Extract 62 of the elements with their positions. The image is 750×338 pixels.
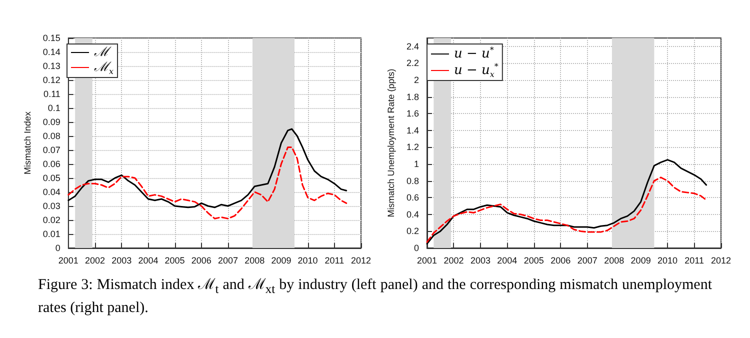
x-tick-label: 2001 — [416, 256, 438, 266]
text: Figure 3: Mismatch index ℳ$_{t}$ and ℳ$_{xt}$ by industry (left panel) and the corresponding mismatch unemployment rates (right panel). — [38, 277, 712, 316]
line-series — [68, 128, 348, 208]
y-tick-label: 0.12 — [42, 75, 60, 85]
x-tick-label: 2005 — [524, 256, 544, 266]
y-tick-label: 0.09 — [42, 117, 60, 127]
y-tick-label: 0.04 — [42, 187, 60, 197]
legend-label: ℳ — [94, 45, 112, 60]
y-tick-label: 0.2 — [406, 226, 419, 236]
x-tick-label: 2003 — [470, 256, 490, 266]
x-tick-label: 2004 — [138, 256, 158, 266]
line-series — [426, 176, 708, 243]
y-tick-label: 0.11 — [44, 89, 60, 99]
y-tick-label: 0.08 — [42, 131, 60, 141]
x-tick-label: 2007 — [218, 256, 238, 266]
x-tick-label: 2012 — [710, 256, 732, 266]
y-tick-label: 1.4 — [406, 125, 419, 136]
x-tick-label: 2001 — [58, 256, 78, 266]
x-tick-label: 2009 — [271, 256, 292, 266]
y-tick-label: 0.4 — [406, 209, 419, 220]
y-tick-label: 0.6 — [406, 192, 419, 203]
y-tick-label: 0.01 — [42, 229, 60, 239]
y-tick-label: 0.05 — [42, 173, 60, 183]
line-series — [426, 159, 708, 245]
x-tick-label: 2009 — [630, 256, 651, 266]
y-tick-label: 0 — [414, 243, 419, 253]
legend-label: u − u* — [454, 46, 494, 62]
x-tick-label: 2003 — [112, 256, 132, 266]
x-tick-label: 2006 — [550, 256, 571, 266]
y-tick-label: 0.8 — [406, 176, 419, 186]
y-tick-label: 0.02 — [42, 215, 60, 225]
x-tick-label: 2008 — [244, 256, 265, 266]
y-tick-label: 0.07 — [42, 145, 60, 155]
x-tick-label: 2008 — [604, 256, 624, 266]
y-tick-label: 2.2 — [406, 58, 419, 68]
y-tick-label: 2.4 — [406, 41, 419, 52]
y-tick-label: 0.1 — [48, 103, 60, 113]
x-tick-label: 2010 — [658, 256, 678, 266]
x-tick-label: 2005 — [164, 256, 185, 266]
x-tick-label: 2011 — [684, 256, 704, 266]
x-tick-label: 2006 — [191, 256, 212, 266]
x-tick-label: 2012 — [350, 256, 372, 266]
y-axis-title: Mismatch Unemployment Rate (ppts) — [386, 68, 396, 218]
y-tick-label: 1 — [414, 159, 419, 169]
y-tick-label: 1.8 — [406, 92, 419, 102]
y-tick-label: 0.14 — [42, 47, 60, 57]
x-tick-label: 2007 — [577, 256, 598, 266]
x-tick-label: 2004 — [497, 256, 518, 266]
y-tick-label: 1.2 — [406, 142, 419, 152]
y-tick-label: 0.03 — [42, 201, 60, 211]
y-tick-label: 0.13 — [42, 61, 60, 71]
x-tick-label: 2002 — [444, 256, 464, 266]
y-axis-title: Mismatch Index — [22, 110, 32, 175]
x-tick-label: 2010 — [298, 256, 318, 266]
y-tick-label: 2 — [414, 75, 419, 85]
x-tick-label: 2011 — [324, 256, 344, 266]
line-series — [68, 146, 348, 220]
x-tick-label: 2002 — [85, 256, 106, 266]
y-tick-label: 0.06 — [42, 159, 60, 169]
y-tick-label: 0 — [55, 243, 60, 253]
y-tick-label: 1.6 — [406, 108, 419, 119]
y-tick-label: 0.15 — [42, 33, 60, 43]
